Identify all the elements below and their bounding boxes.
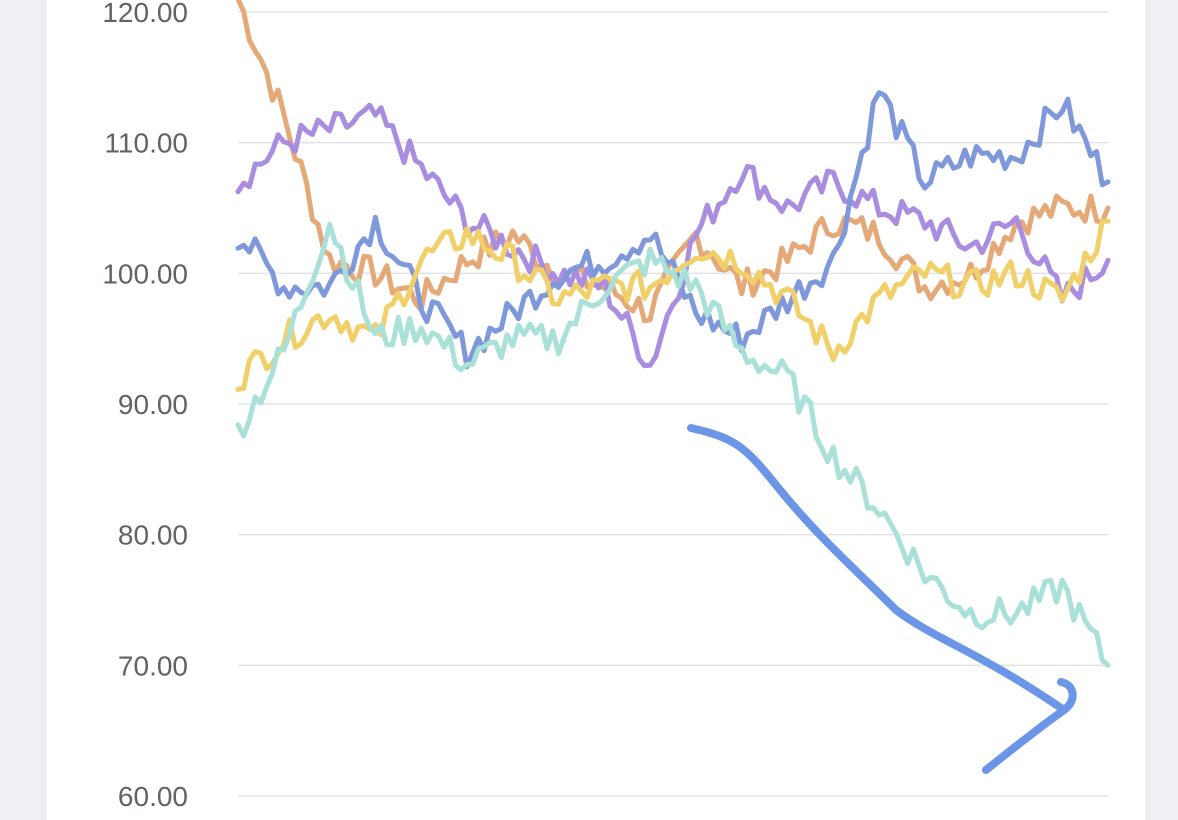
y-tick-label: 80.00 [118, 520, 188, 551]
y-tick-label: 100.00 [102, 258, 188, 289]
series-line-3 [235, 90, 1111, 370]
series-line-5 [235, 221, 1111, 668]
y-tick-label: 90.00 [118, 389, 188, 420]
line-chart: 60.00 70.00 80.00 90.00 100.00 110.00 120.00 [102, 0, 1111, 812]
y-tick-label: 70.00 [118, 650, 188, 681]
y-tick-label: 120.00 [102, 0, 188, 28]
chart-card: 60.00 70.00 80.00 90.00 100.00 110.00 120.00 [45, 0, 1147, 820]
hand-drawn-arrow [687, 424, 1077, 774]
y-tick-label: 110.00 [104, 128, 188, 159]
series-line-2 [235, 102, 1111, 369]
y-tick-label: 60.00 [118, 781, 188, 812]
